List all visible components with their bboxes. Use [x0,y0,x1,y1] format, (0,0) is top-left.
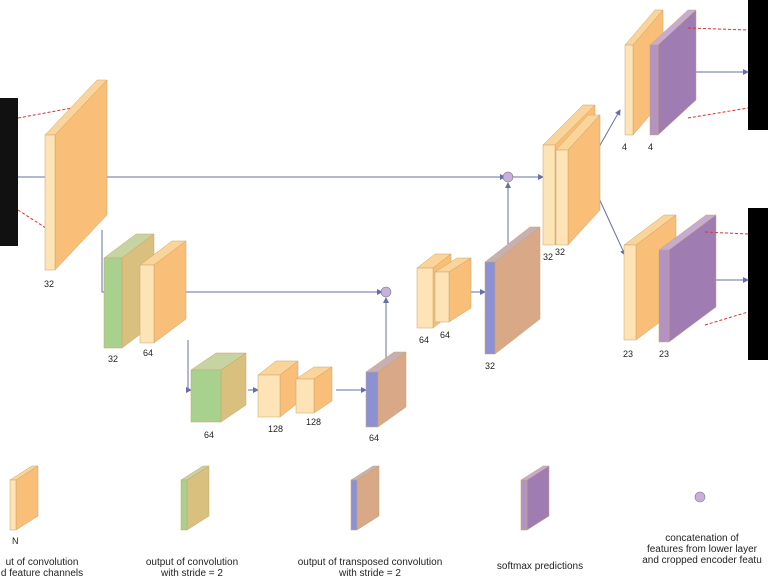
input-image [0,98,18,246]
block-front [139,264,155,344]
connection [186,340,192,393]
crop-line [704,311,749,326]
block-label: 4 [622,142,627,152]
crop-line [17,107,73,119]
legend-text: output of convolution [146,557,238,568]
crop-line [687,27,749,31]
concat [380,286,392,298]
legend: N ut of convolution d feature channels o… [1,533,762,576]
block-labels: 32 32 64 64 128 128 64 64 64 32 32 32 4 … [44,142,669,443]
legend-text: ut of convolution [6,557,79,568]
block-front [257,374,281,418]
block-label: 128 [268,424,283,434]
block-label: 64 [369,433,379,443]
output-image [748,0,768,130]
block-side [657,9,697,136]
block-label: 32 [44,279,54,289]
block-front [520,479,528,531]
block-label: 32 [555,247,565,257]
block-front [350,479,358,531]
block-front [180,479,188,531]
block-side [494,226,541,355]
legend-n: N [12,536,19,546]
block-label: 128 [306,417,321,427]
crop-line [687,107,749,119]
block-label: 32 [108,354,118,364]
block-label: 4 [648,142,653,152]
block-label: 23 [623,349,633,359]
block-front [434,271,450,323]
block-front [542,144,556,246]
block-front [44,134,56,271]
legend-text: and cropped encoder featu [642,555,762,566]
block-label: 32 [543,252,553,262]
block-front [9,479,17,531]
legend-text: d feature channels [1,568,83,576]
block-front [624,44,634,136]
legend-text: features from lower layer [647,544,758,555]
crop-line [704,231,749,235]
concat [694,491,706,503]
legend-text: concatenation of [665,533,739,544]
block-label: 64 [143,348,153,358]
block-front [190,369,222,423]
block-label: 64 [419,335,429,345]
block-front [484,261,496,355]
block-front [649,44,659,136]
block-front [295,378,315,414]
legend-text: with stride = 2 [160,568,223,576]
block-front [555,149,569,246]
block-front [658,249,670,343]
block-label: 64 [440,330,450,340]
legend-text: softmax predictions [497,561,583,572]
block-label: 23 [659,349,669,359]
concat [502,171,514,183]
block-front [103,257,123,349]
output-image [748,208,768,360]
shapes [0,0,768,531]
legend-text: with stride = 2 [338,568,401,576]
block-front [365,371,379,428]
block-front [416,267,434,329]
block-front [623,244,637,341]
block-label: 32 [485,361,495,371]
legend-text: output of transposed convolution [298,557,443,568]
block-side [54,79,108,271]
block-label: 64 [204,430,214,440]
